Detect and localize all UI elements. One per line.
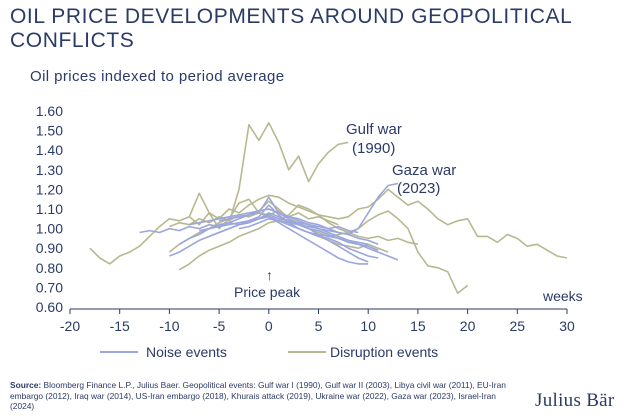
- x-tick-label: 15: [410, 318, 426, 334]
- disruption-series-line: [188, 192, 419, 246]
- x-tick-label: 20: [460, 318, 476, 334]
- gulf-war-label-line1: Gulf war: [346, 121, 402, 138]
- y-tick-label: 1.00: [36, 221, 63, 237]
- legend: Noise events Disruption events: [100, 344, 438, 360]
- noise-series-line: [238, 182, 399, 236]
- y-tick-label: 1.60: [36, 103, 63, 119]
- noise-series-line: [169, 204, 379, 259]
- y-tick-label: 1.30: [36, 162, 63, 178]
- noise-series-line: [268, 216, 369, 265]
- x-tick-label: 5: [315, 318, 323, 334]
- x-tick-label: -20: [60, 318, 80, 334]
- x-tick-label: 30: [559, 318, 575, 334]
- gaza-war-label-line1: Gaza war: [392, 162, 456, 179]
- disruption-series-group: [89, 122, 568, 295]
- noise-series-group: [139, 182, 399, 265]
- brand-logo: Julius Bär: [535, 390, 615, 411]
- y-tick-label: 1.10: [36, 201, 63, 217]
- annotations: Gulf war (1990) Gaza war (2023) ↑ Price …: [234, 121, 583, 304]
- chart-subtitle: Oil prices indexed to period average: [30, 68, 285, 85]
- price-peak-label: Price peak: [234, 284, 301, 300]
- x-tick-label: -5: [213, 318, 226, 334]
- disruption-series-line: [89, 188, 568, 265]
- source-label: Source:: [10, 380, 42, 390]
- price-peak-arrow: ↑: [266, 267, 273, 283]
- x-tick-label: 10: [360, 318, 376, 334]
- y-tick-label: 1.40: [36, 142, 63, 158]
- gaza-war-label-line2: (2023): [397, 180, 440, 197]
- x-tick-label: 25: [510, 318, 526, 334]
- x-tick-label: 0: [265, 318, 273, 334]
- x-tick-label: -15: [110, 318, 130, 334]
- y-tick-label: 0.60: [36, 299, 63, 315]
- noise-series-line: [199, 216, 369, 246]
- source-note: Source: Bloomberg Finance L.P., Julius B…: [10, 380, 510, 412]
- y-tick-label: 0.80: [36, 260, 63, 276]
- x-axis: -20 -15 -10 -5 0 5 10 15 20 25 30: [60, 308, 575, 334]
- x-tick-label: -10: [159, 318, 179, 334]
- chart-title: OIL PRICE DEVELOPMENTS AROUND GEOPOLITIC…: [10, 5, 572, 52]
- y-axis: 0.60 0.70 0.80 0.90 1.00 1.10 1.20 1.30 1.40 1.50…: [36, 103, 63, 315]
- x-axis-label: weeks: [542, 288, 583, 304]
- legend-disruption-label: Disruption events: [330, 344, 438, 360]
- y-tick-label: 1.20: [36, 181, 63, 197]
- noise-series-line: [218, 196, 379, 246]
- y-tick-label: 1.50: [36, 123, 63, 139]
- y-tick-label: 0.70: [36, 279, 63, 295]
- gulf-war-label-line2: (1990): [352, 140, 395, 157]
- legend-noise-label: Noise events: [146, 344, 227, 360]
- y-tick-label: 0.90: [36, 240, 63, 256]
- disruption-series-line: [169, 210, 339, 228]
- disruption-series-line: [228, 122, 349, 223]
- noise-series-line: [208, 212, 359, 238]
- source-text: Bloomberg Finance L.P., Julius Baer. Geo…: [10, 380, 506, 411]
- disruption-series-line: [168, 200, 469, 295]
